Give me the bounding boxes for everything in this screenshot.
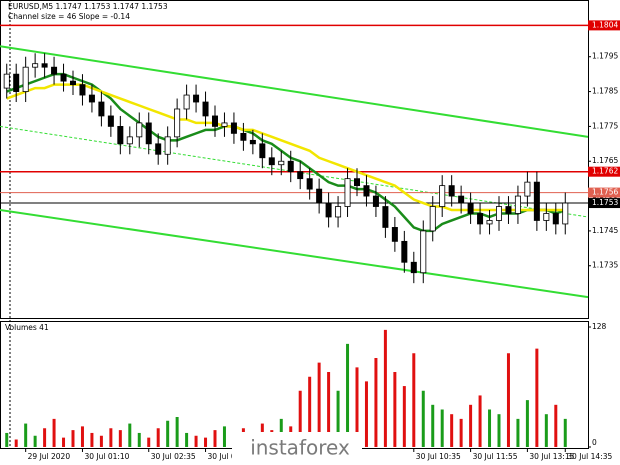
candle-body [174,108,181,138]
candle-body [486,220,493,225]
candle-body [126,136,133,145]
level-label: 1.1756 [592,188,618,197]
candle-body [278,160,285,166]
candle-body [60,73,67,82]
candle-body [155,143,162,155]
candle-body [221,122,228,127]
candle-body [107,115,114,127]
candle-body [552,213,559,225]
x-tick-label: 30 Jul 11:55 [473,452,518,461]
candle-body [458,195,465,204]
x-tick-label: 30 Jul 02:35 [151,452,196,461]
candle-body [391,227,398,242]
candle-body [117,126,124,145]
volume-title: Volumes 41 [5,323,49,332]
candle-body [372,195,379,207]
level-label: 1.1762 [592,167,618,176]
candle-body [136,122,143,138]
candle-body [287,160,294,173]
candle-body [230,122,237,134]
candle-body [3,73,10,89]
candle-body [249,139,256,145]
candle-body [420,230,427,274]
candle-body [51,66,58,75]
x-tick-label: 30 Jul 01:10 [84,452,129,461]
candle-body [69,80,77,86]
candle-body [382,206,389,228]
volume-tick-label: 128 [592,322,607,331]
candle-body [448,185,455,197]
candle-body [477,213,484,225]
candle-body [543,213,550,221]
candle-body [353,178,361,187]
candle-body [401,240,408,263]
level-tag [588,187,620,198]
candle-body [514,195,521,214]
candle-body [505,206,512,214]
x-tick-label: 30 Jul 14:35 [567,452,612,461]
y-tick-label: 1.1785 [592,87,618,96]
x-tick-label: 29 Jul 2020 [28,452,71,461]
y-tick-label: 1.1765 [592,156,618,165]
level-tag [588,20,620,31]
candle-body [562,202,569,225]
level-label: 1.1753 [592,198,618,207]
chart-subtitle: Channel size = 46 Slope = -0.14 [8,12,130,21]
level-tag [588,198,620,209]
candle-body [240,132,247,141]
y-tick-label: 1.1795 [592,52,618,61]
candle-body [363,185,370,197]
candle-body [79,84,86,96]
candle-body [202,101,209,117]
watermark-box [232,432,362,465]
candle-body [344,178,351,207]
candle-body [268,157,275,166]
channel-line [0,209,589,299]
candle-body [193,94,200,103]
candle-body [22,66,29,92]
candle-body [306,178,313,190]
plot: 1.17351.17451.17551.17651.17751.17851.17… [0,20,620,461]
candle-body [183,94,190,110]
candle-body [259,143,266,159]
x-tick-label: 30 Jul 10:35 [416,452,461,461]
chart-title: EURUSD,M5 1.1747 1.1753 1.1747 1.1753 [8,2,168,11]
x-tick-label: 30 Jul 13:15 [529,452,574,461]
candle-body [164,136,171,155]
y-tick-label: 1.1775 [592,121,618,130]
candle-body [145,122,152,145]
candle-body [41,63,48,68]
candle-body [524,181,531,197]
candle-body [98,101,105,117]
candle-body [32,63,39,68]
level-tag [588,166,620,177]
candle-body [211,115,219,127]
y-tick-label: 1.1745 [592,226,618,235]
candle-body [533,181,540,221]
candle-body [316,188,323,204]
y-tick-label: 1.1735 [592,261,618,270]
level-label: 1.1804 [592,20,618,29]
candle-body [88,94,95,103]
candle-body [495,206,503,221]
candle-body [439,185,446,207]
candle-body [429,206,436,232]
watermark: instaforex [250,436,350,460]
candle-body [467,202,474,214]
channel-line [0,45,589,138]
x-tick-label: 30 Jul 03:55 [208,452,253,461]
candle-body [410,261,417,274]
candle-body [335,206,342,218]
price-panel [0,0,589,319]
candle-body [325,202,332,218]
volume-tick-label: 0 [592,438,597,447]
candle-body [13,73,20,92]
candle-body [297,171,304,180]
